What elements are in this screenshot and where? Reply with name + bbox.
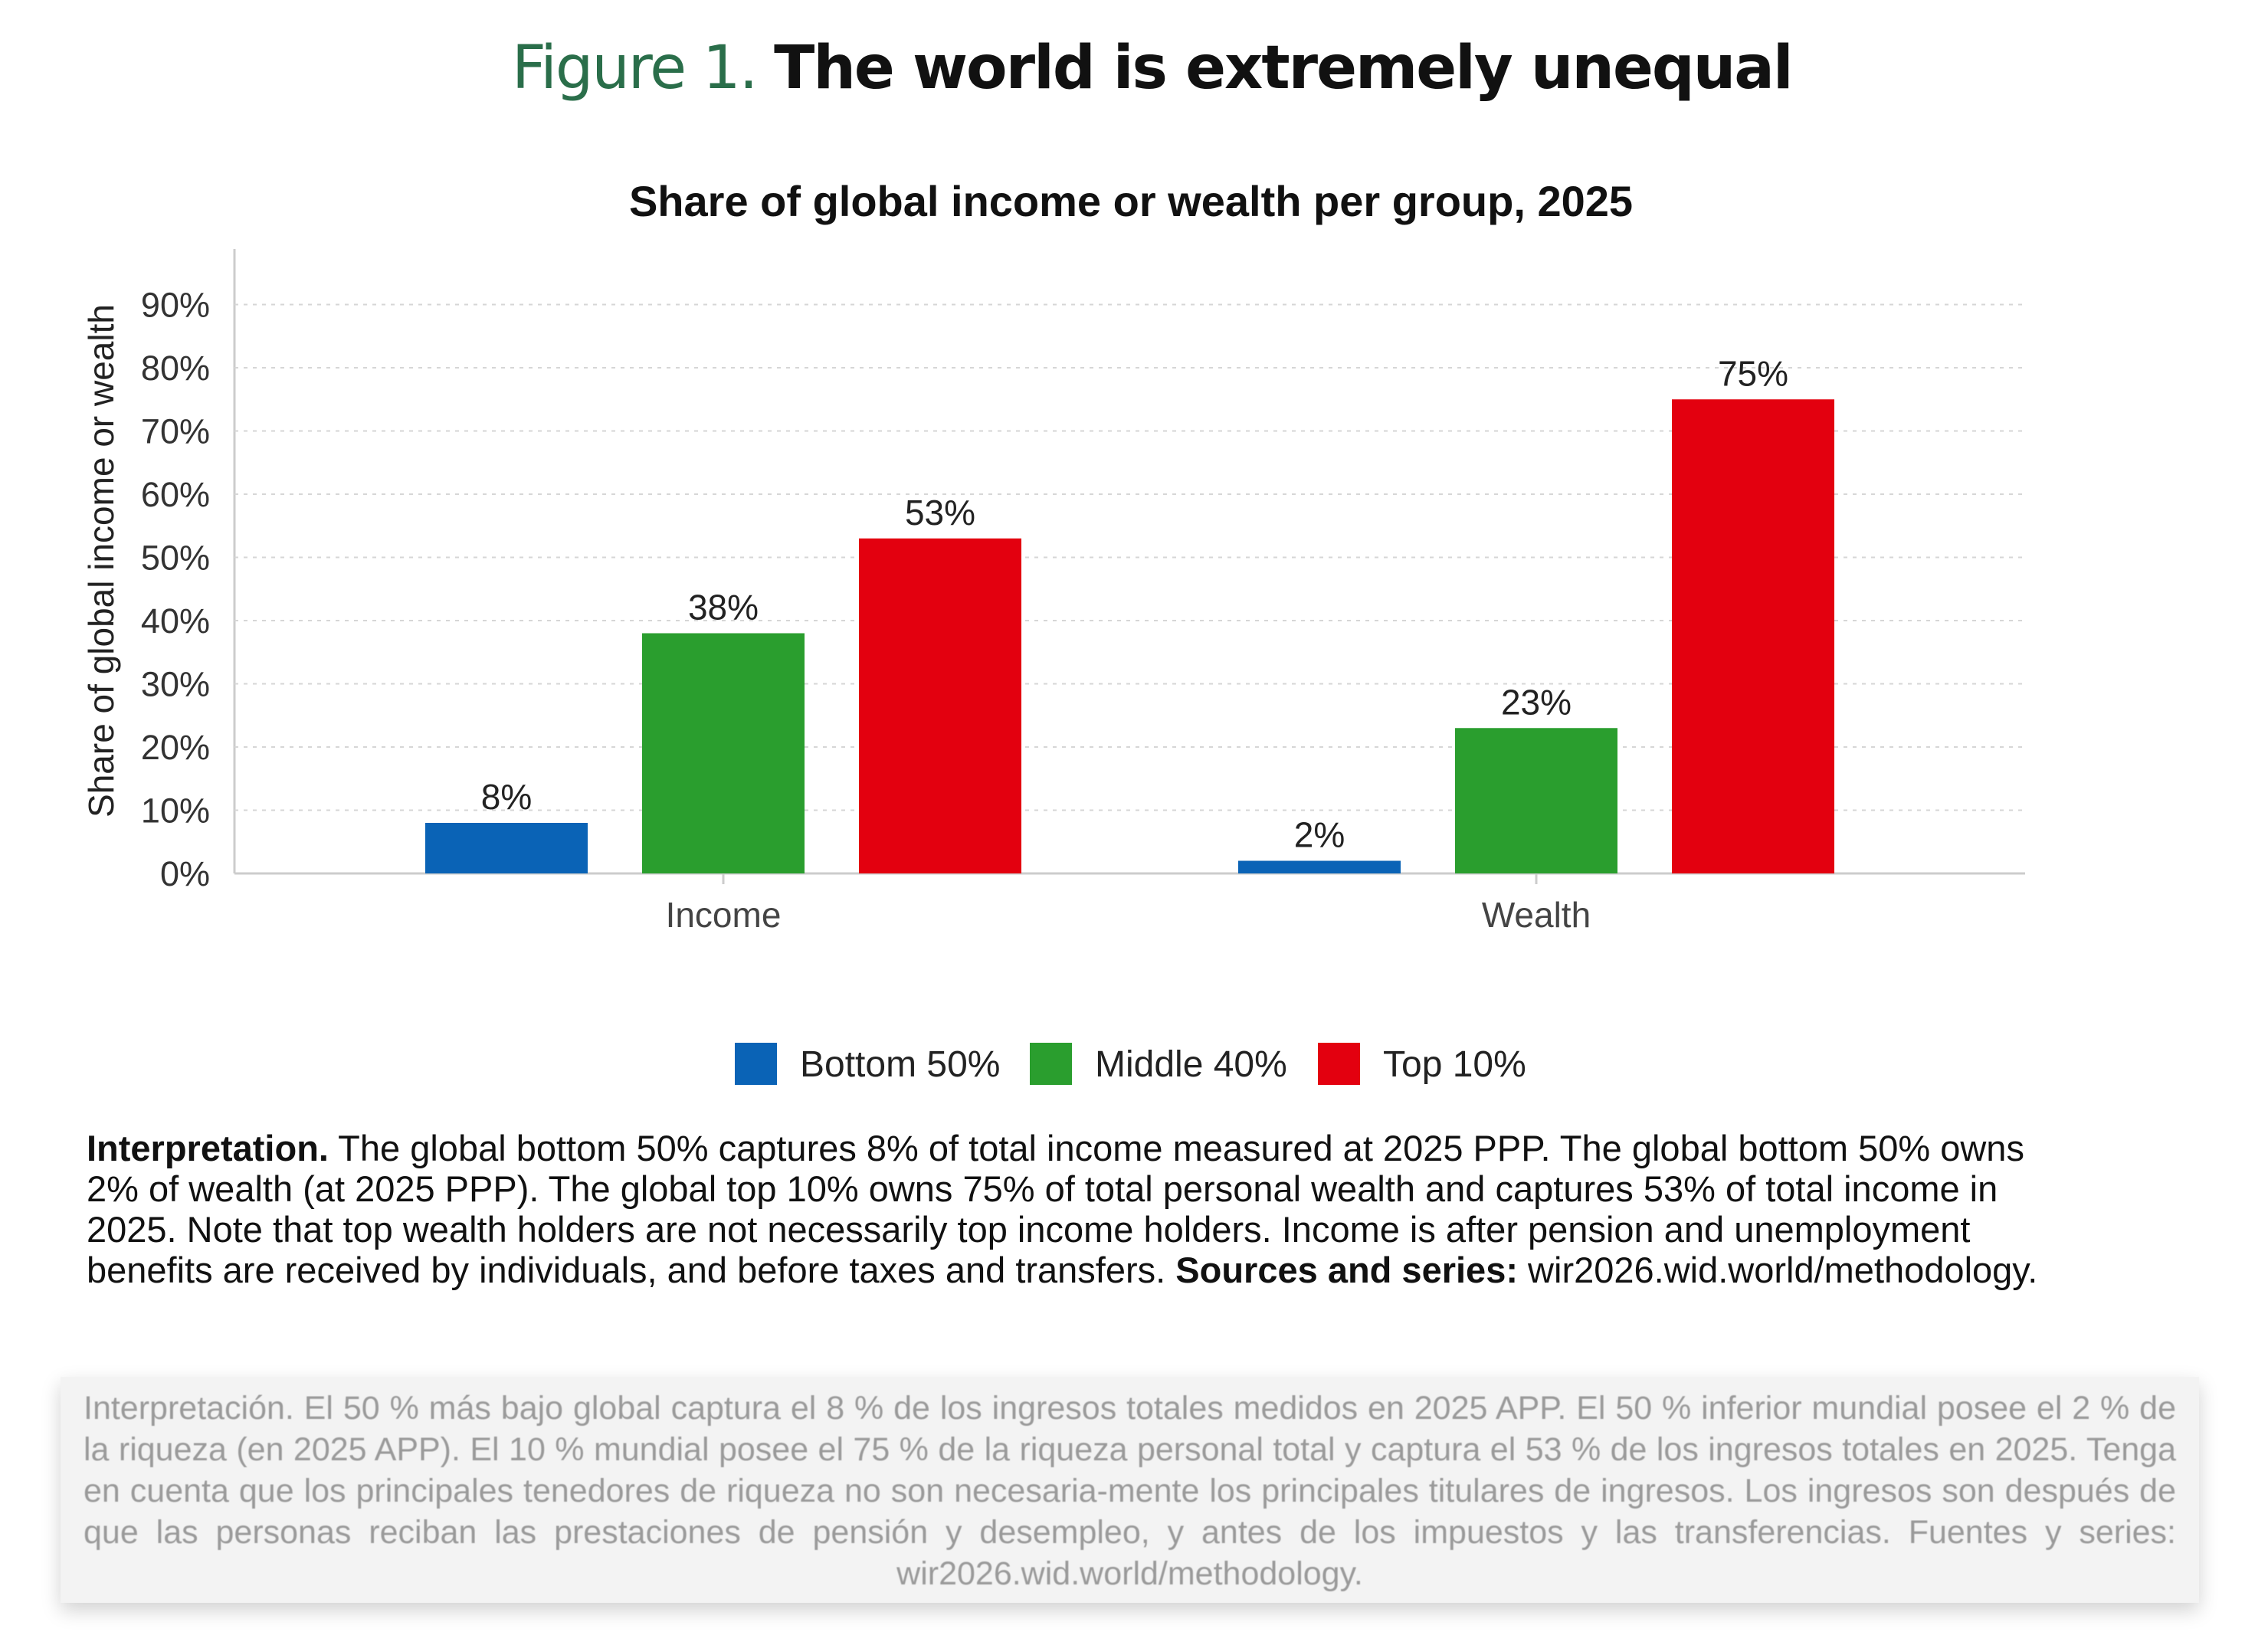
y-tick-label: 70%: [141, 412, 210, 451]
interpretation-note: Interpretation. The global bottom 50% ca…: [87, 1128, 2048, 1290]
y-tick-label: 60%: [141, 475, 210, 514]
bar-bottom-50--wealth: [1238, 860, 1401, 873]
data-label: 23%: [1501, 682, 1572, 722]
y-tick-label: 80%: [141, 349, 210, 388]
translation-box: Interpretación. El 50 % más bajo global …: [61, 1377, 2199, 1603]
y-tick-label: 90%: [141, 286, 210, 325]
data-label: 53%: [905, 493, 975, 532]
bar-bottom-50--income: [425, 823, 588, 873]
sources-label: Sources and series:: [1175, 1250, 1518, 1290]
legend-label: Bottom 50%: [800, 1044, 1000, 1085]
legend-swatch: [1030, 1043, 1072, 1085]
interpretation-label: Interpretation.: [87, 1128, 329, 1168]
interpretation-text: The global bottom 50% captures 8% of tot…: [87, 1128, 2024, 1290]
figure-title: Figure 1. The world is extremely unequal: [512, 34, 1794, 103]
chart-title: Share of global income or wealth per gro…: [629, 177, 1633, 225]
translation-text: Interpretación. El 50 % más bajo global …: [84, 1390, 2176, 1592]
bar-middle-40--income: [642, 633, 805, 873]
figure-number: Figure 1.: [512, 34, 758, 103]
legend-swatch: [1318, 1043, 1360, 1085]
bar-middle-40--wealth: [1455, 728, 1617, 873]
bar-top-10--income: [859, 538, 1021, 873]
bar-chart: Share of global income or wealth per gro…: [81, 177, 2025, 1085]
y-tick-label: 20%: [141, 728, 210, 767]
sources-text: wir2026.wid.world/methodology.: [1518, 1250, 2038, 1290]
legend-label: Middle 40%: [1095, 1044, 1287, 1085]
data-label: 8%: [481, 777, 532, 817]
legend-label: Top 10%: [1383, 1044, 1526, 1085]
data-label: 75%: [1718, 353, 1788, 393]
y-tick-label: 0%: [160, 854, 210, 893]
y-axis-label: Share of global income or wealth: [81, 304, 121, 818]
legend-swatch: [735, 1043, 777, 1085]
data-label: 38%: [688, 588, 759, 627]
y-tick-label: 30%: [141, 665, 210, 704]
data-label: 2%: [1294, 815, 1345, 855]
y-tick-label: 50%: [141, 539, 210, 578]
figure-heading: The world is extremely unequal: [774, 34, 1793, 103]
x-category-label: Income: [666, 895, 782, 935]
y-tick-label: 40%: [141, 601, 210, 641]
x-category-label: Wealth: [1482, 895, 1591, 935]
bar-top-10--wealth: [1672, 399, 1834, 873]
y-tick-label: 10%: [141, 791, 210, 831]
